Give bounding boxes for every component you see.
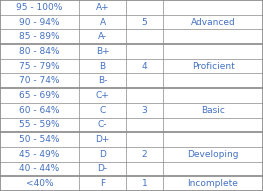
Text: B: B — [99, 62, 106, 71]
Text: Developing: Developing — [187, 150, 239, 159]
Text: 85 - 89%: 85 - 89% — [19, 32, 60, 41]
Text: 65 - 69%: 65 - 69% — [19, 91, 60, 100]
Text: A-: A- — [98, 32, 107, 41]
Text: A: A — [99, 18, 106, 27]
Text: 80 - 84%: 80 - 84% — [19, 47, 60, 56]
Text: Basic: Basic — [201, 106, 225, 115]
Text: 5: 5 — [142, 18, 148, 27]
Text: A+: A+ — [96, 3, 109, 12]
Text: C-: C- — [98, 120, 107, 129]
Text: Advanced: Advanced — [191, 18, 235, 27]
Text: 70 - 74%: 70 - 74% — [19, 76, 60, 85]
Text: 4: 4 — [142, 62, 148, 71]
Text: <40%: <40% — [26, 179, 53, 188]
Text: Proficient: Proficient — [192, 62, 234, 71]
Text: D-: D- — [98, 164, 108, 173]
Text: C: C — [99, 106, 106, 115]
Text: F: F — [100, 179, 105, 188]
Text: 1: 1 — [142, 179, 148, 188]
Text: 40 - 44%: 40 - 44% — [19, 164, 60, 173]
Text: 2: 2 — [142, 150, 148, 159]
Text: B+: B+ — [96, 47, 109, 56]
Text: 50 - 54%: 50 - 54% — [19, 135, 60, 144]
Text: 45 - 49%: 45 - 49% — [19, 150, 60, 159]
Text: 55 - 59%: 55 - 59% — [19, 120, 60, 129]
Text: 3: 3 — [142, 106, 148, 115]
Text: 75 - 79%: 75 - 79% — [19, 62, 60, 71]
Text: 95 - 100%: 95 - 100% — [16, 3, 63, 12]
Text: Incomplete: Incomplete — [188, 179, 239, 188]
Text: D: D — [99, 150, 106, 159]
Text: D+: D+ — [95, 135, 110, 144]
Text: 60 - 64%: 60 - 64% — [19, 106, 60, 115]
Text: 90 - 94%: 90 - 94% — [19, 18, 60, 27]
Text: B-: B- — [98, 76, 107, 85]
Text: C+: C+ — [96, 91, 109, 100]
